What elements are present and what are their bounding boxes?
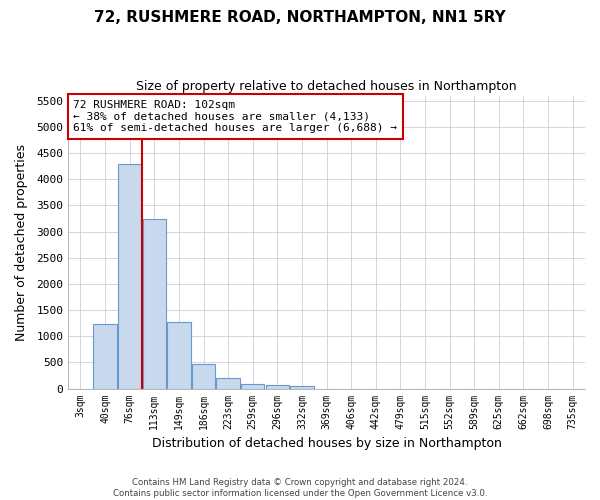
Bar [290,386,314,388]
Text: Contains HM Land Registry data © Crown copyright and database right 2024.
Contai: Contains HM Land Registry data © Crown c… [113,478,487,498]
Bar [143,219,166,388]
Bar [94,324,117,388]
Title: Size of property relative to detached houses in Northampton: Size of property relative to detached ho… [136,80,517,93]
Text: 72 RUSHMERE ROAD: 102sqm
← 38% of detached houses are smaller (4,133)
61% of sem: 72 RUSHMERE ROAD: 102sqm ← 38% of detach… [73,100,397,133]
Bar [266,385,289,388]
Bar [192,364,215,388]
Bar [217,378,240,388]
Bar [241,384,265,388]
Bar [167,322,191,388]
Y-axis label: Number of detached properties: Number of detached properties [15,144,28,340]
X-axis label: Distribution of detached houses by size in Northampton: Distribution of detached houses by size … [152,437,502,450]
Text: 72, RUSHMERE ROAD, NORTHAMPTON, NN1 5RY: 72, RUSHMERE ROAD, NORTHAMPTON, NN1 5RY [94,10,506,25]
Bar [118,164,142,388]
